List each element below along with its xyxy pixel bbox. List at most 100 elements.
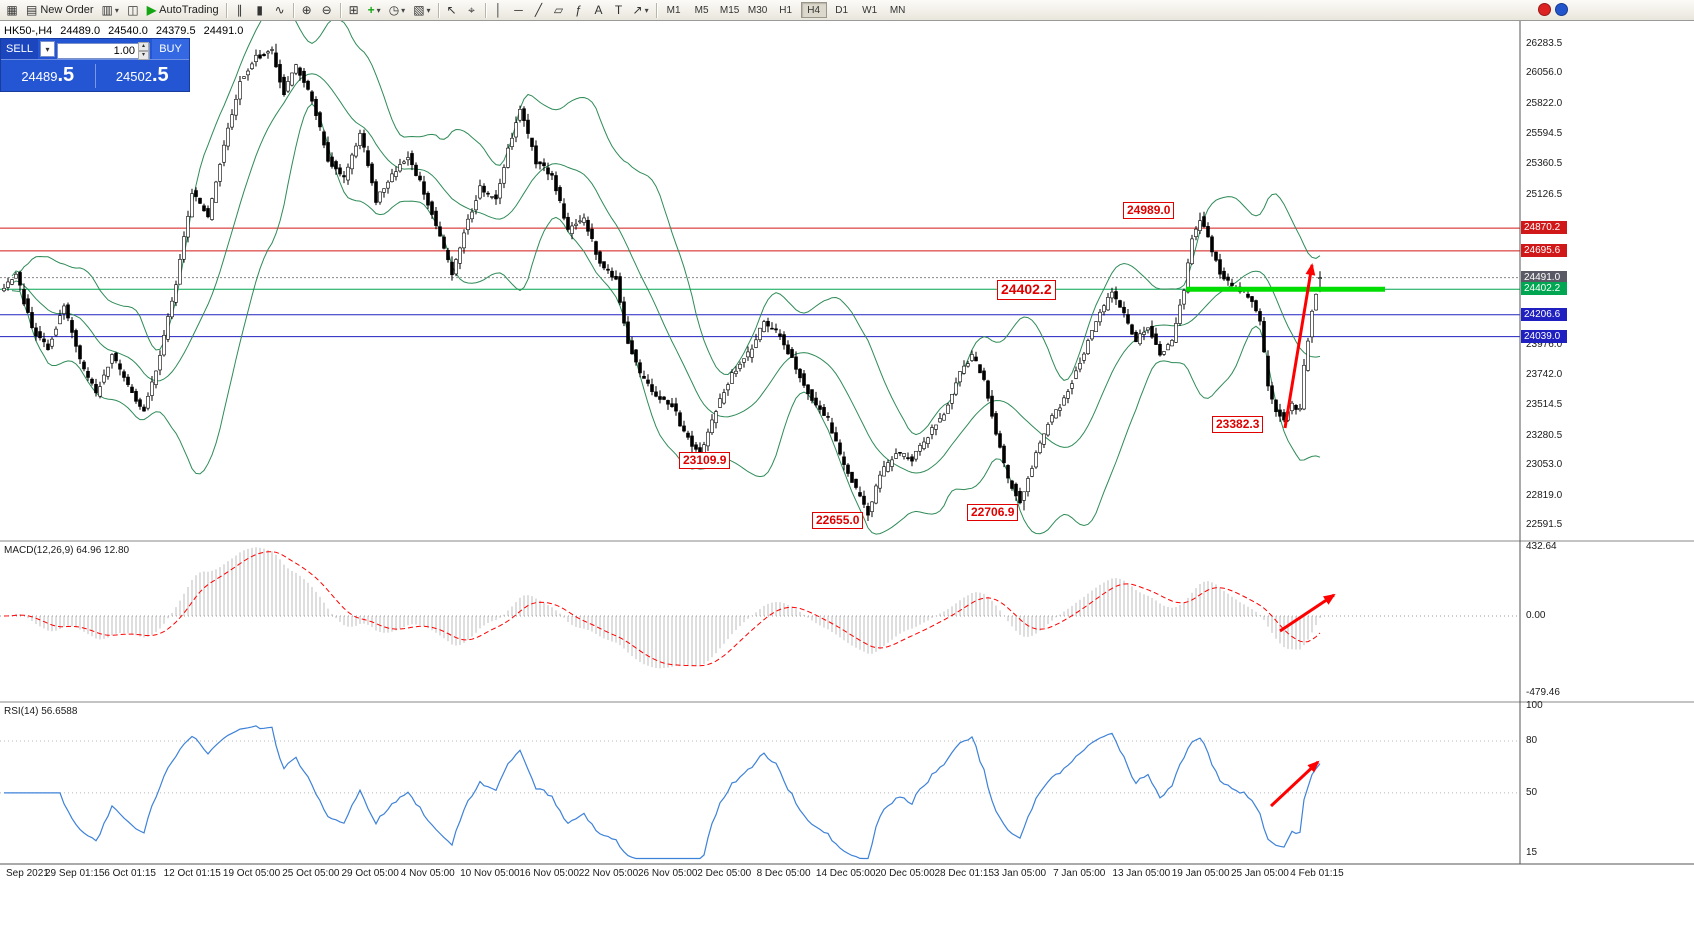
symbol-timeframe-label: HK50-,H4 bbox=[4, 25, 53, 37]
toolbar-right-icons bbox=[1538, 3, 1568, 16]
price-annotation[interactable]: 23382.3 bbox=[1212, 416, 1264, 433]
high-value: 24540.0 bbox=[108, 25, 148, 37]
candlestick-chart-icon-glyph: ▮ bbox=[256, 3, 263, 17]
toolbar-separator bbox=[655, 2, 657, 18]
channel-icon[interactable]: ▱ bbox=[549, 1, 569, 19]
record-icon[interactable] bbox=[1538, 3, 1551, 16]
trade-panel-price-row: 24489 .5 24502 .5 bbox=[1, 60, 189, 91]
horizontal-line-icon[interactable]: ─ bbox=[509, 1, 529, 19]
cycles-glyph: ◷ bbox=[388, 3, 400, 17]
chart-window-icon[interactable]: ▦ bbox=[2, 1, 22, 19]
templates-dropdown[interactable]: ▧ ▾ bbox=[409, 1, 434, 19]
autotrading-button-label: AutoTrading bbox=[159, 4, 219, 16]
toolbar-separator bbox=[484, 2, 486, 18]
dropdown-arrow-icon: ▾ bbox=[401, 5, 406, 15]
profiles-glyph: ▥ bbox=[101, 3, 113, 17]
new-order-button-label: New Order bbox=[40, 4, 94, 16]
volume-field-wrap: ▴ ▾ bbox=[57, 41, 150, 60]
volume-input[interactable] bbox=[57, 43, 150, 59]
toolbar-separator bbox=[225, 2, 227, 18]
sell-button[interactable]: SELL bbox=[1, 39, 38, 59]
zoom-out-icon[interactable]: ⊖ bbox=[317, 1, 337, 19]
volume-decrease-button[interactable]: ▾ bbox=[138, 51, 149, 60]
autotrading-button[interactable]: ▶ AutoTrading bbox=[143, 1, 223, 19]
charts-grid-icon[interactable]: ◫ bbox=[123, 1, 143, 19]
dropdown-arrow-icon: ▾ bbox=[644, 5, 649, 15]
text-label-icon[interactable]: T bbox=[609, 1, 629, 19]
price-annotation[interactable]: 22655.0 bbox=[812, 512, 864, 529]
timeframe-mn-button[interactable]: MN bbox=[889, 4, 906, 16]
profiles-dropdown[interactable]: ▥ ▾ bbox=[98, 1, 123, 19]
volume-dropdown-button[interactable]: ▾ bbox=[40, 41, 55, 57]
arrows-dropdown[interactable]: ↗ ▾ bbox=[629, 1, 653, 19]
trade-panel-divider bbox=[94, 63, 96, 88]
low-value: 24379.5 bbox=[155, 25, 196, 37]
price-annotation[interactable]: 22706.9 bbox=[967, 504, 1019, 521]
community-icon[interactable] bbox=[1555, 3, 1568, 16]
main-toolbar: ▦ ▤ New Order ▥ ▾ ◫ ▶ AutoTrading ∥ ▮ ∿ ⊕ ⊖ ⊞ + ▾ ◷ ▾ ▧ ▾ ↖ ⌖… bbox=[0, 0, 1694, 21]
timeframe-d1-button[interactable]: D1 bbox=[835, 4, 849, 16]
dropdown-arrow-icon: ▾ bbox=[376, 5, 381, 15]
volume-increase-button[interactable]: ▴ bbox=[138, 42, 149, 51]
indicators-glyph: + bbox=[367, 3, 375, 17]
text-icon-glyph: A bbox=[594, 3, 603, 17]
charts-grid-icon-glyph: ◫ bbox=[127, 3, 139, 17]
line-chart-icon[interactable]: ∿ bbox=[270, 1, 290, 19]
text-icon[interactable]: A bbox=[589, 1, 609, 19]
buy-price-main: 24502 bbox=[115, 69, 152, 84]
crosshair-icon-glyph: ⌖ bbox=[468, 3, 475, 17]
tile-windows-icon[interactable]: ⊞ bbox=[344, 1, 364, 19]
sell-price-pips: .5 bbox=[57, 64, 75, 86]
bar-chart-icon[interactable]: ∥ bbox=[230, 1, 250, 19]
chart-window-icon-glyph: ▦ bbox=[6, 3, 18, 17]
toolbar-separator bbox=[437, 2, 439, 18]
vertical-line-icon-glyph: │ bbox=[494, 3, 503, 17]
buy-button[interactable]: BUY bbox=[152, 39, 189, 59]
price-annotation[interactable]: 23109.9 bbox=[679, 452, 731, 469]
macd-indicator-label: MACD(12,26,9) 64.96 12.80 bbox=[4, 545, 130, 556]
timeframe-w1-button[interactable]: W1 bbox=[862, 4, 878, 16]
timeframe-m1-button[interactable]: M1 bbox=[666, 4, 681, 16]
cursor-icon[interactable]: ↖ bbox=[442, 1, 462, 19]
text-label-icon-glyph: T bbox=[614, 3, 623, 17]
trendline-icon[interactable]: ╱ bbox=[529, 1, 549, 19]
channel-icon-glyph: ▱ bbox=[553, 3, 564, 17]
sell-price-main: 24489 bbox=[21, 69, 58, 84]
buy-price[interactable]: 24502 .5 bbox=[96, 64, 190, 87]
timeframe-h1-button[interactable]: H1 bbox=[779, 4, 793, 16]
indicators-dropdown[interactable]: + ▾ bbox=[364, 1, 385, 19]
sell-price[interactable]: 24489 .5 bbox=[1, 64, 95, 87]
fibonacci-icon[interactable]: ƒ bbox=[569, 1, 589, 19]
trendline-icon-glyph: ╱ bbox=[534, 3, 543, 17]
templates-glyph: ▧ bbox=[413, 3, 425, 17]
timeframe-m30-button[interactable]: M30 bbox=[747, 4, 768, 16]
zoom-in-icon[interactable]: ⊕ bbox=[297, 1, 317, 19]
timeframe-m15-button[interactable]: M15 bbox=[719, 4, 740, 16]
timeframe-m5-button[interactable]: M5 bbox=[694, 4, 709, 16]
new-order-button[interactable]: ▤ New Order bbox=[22, 1, 98, 19]
arrows-glyph: ↗ bbox=[632, 3, 643, 17]
toolbar-separator bbox=[339, 2, 341, 18]
dropdown-arrow-icon: ▾ bbox=[426, 5, 431, 15]
autotrading-glyph: ▶ bbox=[146, 3, 157, 17]
zoom-out-icon-glyph: ⊖ bbox=[321, 3, 332, 17]
fibonacci-icon-glyph: ƒ bbox=[575, 3, 582, 17]
vertical-line-icon[interactable]: │ bbox=[489, 1, 509, 19]
new-order-glyph: ▤ bbox=[26, 3, 38, 17]
price-annotation[interactable]: 24989.0 bbox=[1123, 202, 1175, 219]
price-annotation[interactable]: 24402.2 bbox=[997, 280, 1056, 300]
line-chart-icon-glyph: ∿ bbox=[274, 3, 285, 17]
horizontal-line-icon-glyph: ─ bbox=[514, 3, 523, 17]
candlestick-chart-icon[interactable]: ▮ bbox=[250, 1, 270, 19]
timeframe-h4-button[interactable]: H4 bbox=[800, 2, 827, 18]
buy-price-pips: .5 bbox=[151, 64, 169, 86]
crosshair-icon[interactable]: ⌖ bbox=[462, 1, 482, 19]
ohlc-info-line: HK50-,H4 24489.0 24540.0 24379.5 24491.0 bbox=[4, 25, 251, 37]
cycles-dropdown[interactable]: ◷ ▾ bbox=[385, 1, 410, 19]
zoom-in-icon-glyph: ⊕ bbox=[301, 3, 312, 17]
tile-windows-icon-glyph: ⊞ bbox=[348, 3, 359, 17]
volume-spinner: ▴ ▾ bbox=[138, 42, 149, 60]
trade-panel-header-row: SELL ▾ ▴ ▾ BUY bbox=[1, 39, 189, 60]
